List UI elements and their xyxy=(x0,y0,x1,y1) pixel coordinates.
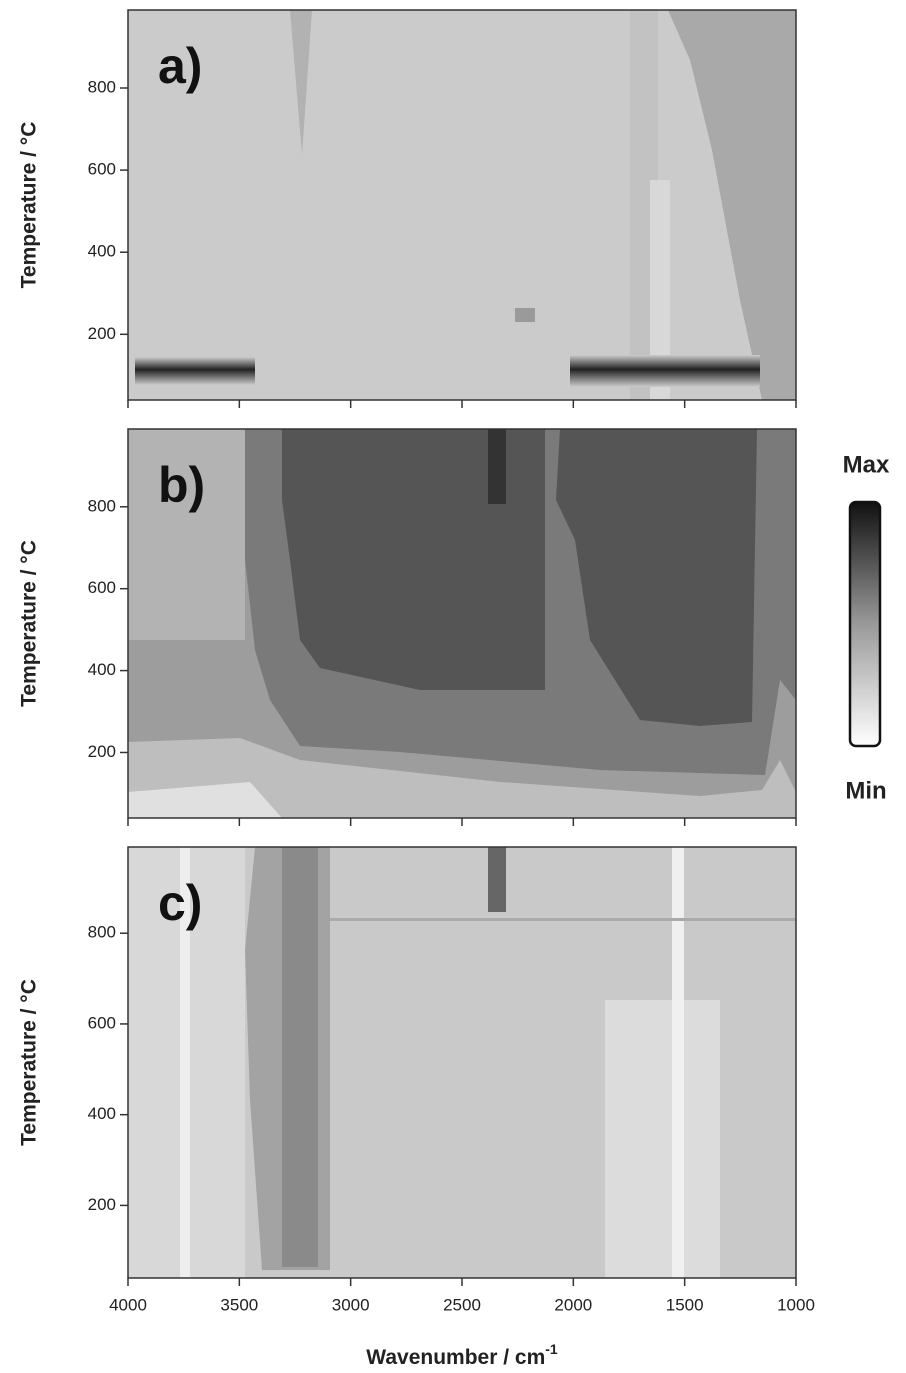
y-tick-label: 800 xyxy=(88,77,116,96)
y-axis-label: Temperature / °C xyxy=(18,979,41,1146)
x-tick-label: 3000 xyxy=(332,1295,370,1314)
y-tick-label: 600 xyxy=(88,1013,116,1032)
y-tick-label: 200 xyxy=(88,324,116,343)
y-tick-label: 400 xyxy=(88,1104,116,1123)
y-tick-label: 200 xyxy=(88,742,116,761)
y-tick-label: 200 xyxy=(88,1195,116,1214)
y-axis-label: Temperature / °C xyxy=(18,540,41,707)
y-tick-label: 600 xyxy=(88,578,116,597)
x-tick-label: 2000 xyxy=(554,1295,592,1314)
panel-label: a) xyxy=(158,38,202,94)
colorbar-max-label: Max xyxy=(843,451,890,478)
x-tick-label: 4000 xyxy=(109,1295,147,1314)
colorbar-gradient xyxy=(848,500,882,748)
y-tick-label: 400 xyxy=(88,660,116,679)
colorbar: Max Min xyxy=(843,451,890,804)
heatmap-b xyxy=(128,429,796,818)
x-tick-label: 2500 xyxy=(443,1295,481,1314)
colorbar-min-label: Min xyxy=(845,777,886,804)
y-tick-label: 800 xyxy=(88,496,116,515)
heatmap-a xyxy=(128,10,796,400)
x-axis-label: Wavenumber / cm-1 xyxy=(366,1341,558,1369)
heatmap-c xyxy=(128,847,796,1278)
x-tick-label: 1000 xyxy=(777,1295,815,1314)
x-axis-label-text: Wavenumber / cm xyxy=(366,1346,545,1369)
x-tick-label: 1500 xyxy=(666,1295,704,1314)
y-axis-label: Temperature / °C xyxy=(18,122,41,289)
y-tick-label: 600 xyxy=(88,160,116,179)
x-axis-label-superscript: -1 xyxy=(545,1341,558,1357)
y-tick-label: 800 xyxy=(88,923,116,942)
x-tick-label: 3500 xyxy=(220,1295,258,1314)
y-tick-label: 400 xyxy=(88,242,116,261)
panel-label: b) xyxy=(158,457,205,513)
panel-label: c) xyxy=(158,875,202,931)
